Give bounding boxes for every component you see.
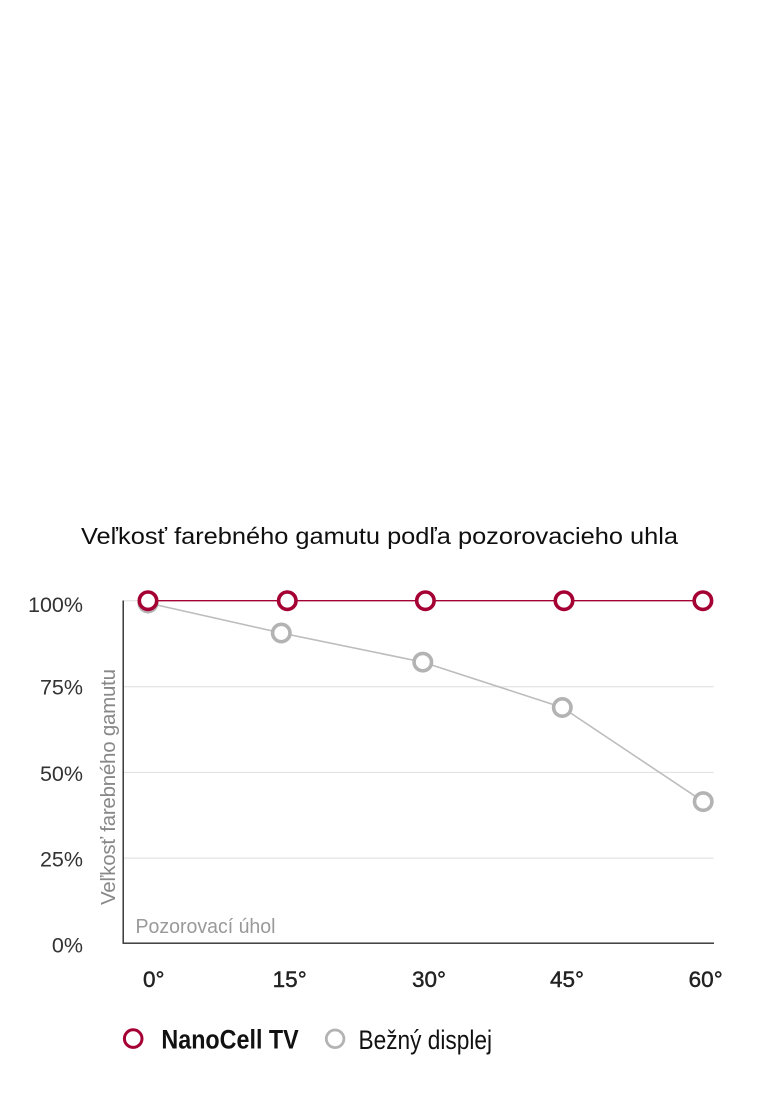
svg-text:15°: 15° <box>273 967 307 992</box>
svg-text:0°: 0° <box>143 967 165 992</box>
svg-text:50%: 50% <box>40 762 83 786</box>
svg-text:45°: 45° <box>550 967 584 992</box>
svg-text:Bežný displej: Bežný displej <box>359 1025 493 1055</box>
svg-text:0%: 0% <box>52 934 83 958</box>
svg-text:25%: 25% <box>40 848 83 872</box>
svg-text:100%: 100% <box>28 593 83 617</box>
svg-text:Pozorovací úhol: Pozorovací úhol <box>136 915 276 938</box>
svg-text:30°: 30° <box>412 967 446 992</box>
svg-text:Veľkosť farebného gamutu: Veľkosť farebného gamutu <box>97 669 120 905</box>
svg-text:60°: 60° <box>689 967 723 992</box>
svg-text:Veľkosť farebného gamutu podľa: Veľkosť farebného gamutu podľa pozorovac… <box>81 523 678 549</box>
svg-text:NanoCell TV: NanoCell TV <box>161 1025 298 1055</box>
svg-text:75%: 75% <box>40 676 83 700</box>
